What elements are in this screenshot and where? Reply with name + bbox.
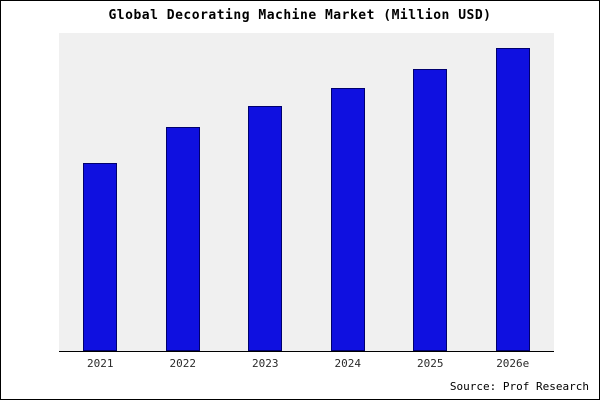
bar-2023 — [248, 105, 283, 351]
x-tick-label-2023: 2023 — [252, 357, 279, 370]
x-tick-label-2021: 2021 — [87, 357, 114, 370]
x-axis-tick-labels: 2021 2022 2023 2024 2025 2026e — [59, 357, 554, 370]
plot-area — [59, 33, 554, 352]
bar-slot-2025 — [412, 33, 448, 351]
bar-slot-2026e — [495, 33, 531, 351]
x-tick-label-2026e: 2026e — [496, 357, 530, 370]
x-tick-label-2024: 2024 — [334, 357, 362, 370]
bar-slot-2021 — [82, 33, 118, 351]
bar-slot-2023 — [247, 33, 283, 351]
bar-slot-2022 — [165, 33, 201, 351]
x-tick-label-2022: 2022 — [169, 357, 197, 370]
bar-2026e — [495, 48, 530, 351]
bar-group — [59, 33, 554, 351]
bar-slot-2024 — [330, 33, 366, 351]
bar-2022 — [165, 126, 200, 351]
source-attribution: Source: Prof Research — [449, 380, 589, 393]
bar-2025 — [413, 69, 448, 351]
chart-title: Global Decorating Machine Market (Millio… — [108, 8, 492, 23]
x-tick-label-2025: 2025 — [417, 357, 444, 370]
bar-2024 — [330, 87, 365, 351]
bar-2021 — [83, 163, 118, 351]
